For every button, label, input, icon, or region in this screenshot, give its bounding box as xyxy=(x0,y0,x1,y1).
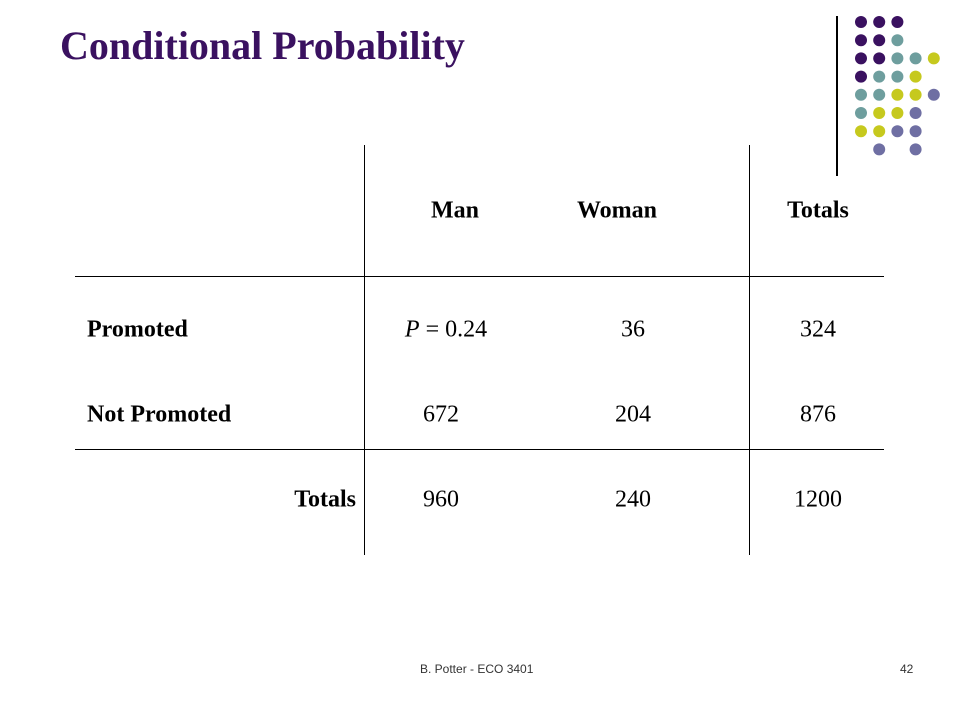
decorative-dot xyxy=(909,52,922,65)
decorative-dot xyxy=(873,107,886,119)
cell-promoted-man: P = 0.24 xyxy=(405,317,487,344)
cell-not-promoted-totals: 876 xyxy=(800,401,836,428)
decorative-dot xyxy=(891,107,904,119)
probability-symbol: P xyxy=(404,316,420,343)
table-vertical-line-left xyxy=(364,145,365,555)
decorative-dot xyxy=(873,16,886,28)
decorative-dot-grid xyxy=(855,16,940,156)
decorative-dot xyxy=(855,16,867,28)
decorative-dot xyxy=(855,88,867,101)
footer-author-course: B. Potter - ECO 3401 xyxy=(420,662,534,676)
col-header-man: Man xyxy=(431,197,479,224)
row-label-promoted: Promoted xyxy=(87,316,188,343)
decorative-dot xyxy=(891,34,904,47)
cell-totals-totals: 1200 xyxy=(794,486,842,513)
decorative-dot xyxy=(873,88,886,101)
row-label-totals: Totals xyxy=(294,486,356,513)
cell-promoted-totals: 324 xyxy=(800,316,836,343)
decorative-dot xyxy=(891,16,904,28)
cell-totals-man: 960 xyxy=(423,486,459,513)
cell-not-promoted-man: 672 xyxy=(423,401,459,428)
table-vertical-line-right xyxy=(749,145,750,555)
decorative-dot xyxy=(855,52,867,65)
decorative-dot xyxy=(909,143,922,156)
cell-totals-woman: 240 xyxy=(615,486,651,513)
decorative-dot xyxy=(891,88,904,101)
decorative-dot xyxy=(891,52,904,65)
col-header-woman: Woman xyxy=(576,197,658,224)
row-label-not-promoted: Not Promoted xyxy=(87,401,232,428)
decorative-dot xyxy=(909,70,922,83)
decorative-dot xyxy=(855,70,867,83)
decorative-dot xyxy=(909,125,922,138)
decorative-dot xyxy=(909,88,922,101)
decorative-dot xyxy=(855,107,867,119)
col-header-totals: Totals xyxy=(787,197,849,224)
decorative-dot xyxy=(873,52,886,65)
decorative-divider-line xyxy=(836,16,838,176)
decorative-dot xyxy=(873,125,886,138)
cell-promoted-woman: 36 xyxy=(621,316,645,343)
decorative-dot xyxy=(927,88,940,101)
table-totals-rule xyxy=(75,449,884,450)
slide-title: Conditional Probability xyxy=(60,23,465,68)
decorative-dot xyxy=(855,125,867,138)
decorative-dot xyxy=(873,143,886,156)
decorative-dot xyxy=(873,34,886,47)
cell-not-promoted-woman: 204 xyxy=(615,401,651,428)
decorative-dot xyxy=(909,107,922,119)
decorative-dot xyxy=(891,70,904,83)
decorative-dot xyxy=(873,70,886,83)
footer-page-number: 42 xyxy=(900,662,914,676)
table-header-rule xyxy=(75,276,884,277)
probability-value: = 0.24 xyxy=(419,316,488,343)
decorative-dot xyxy=(855,34,867,47)
decorative-dot xyxy=(891,125,904,138)
decorative-dot xyxy=(927,52,940,65)
